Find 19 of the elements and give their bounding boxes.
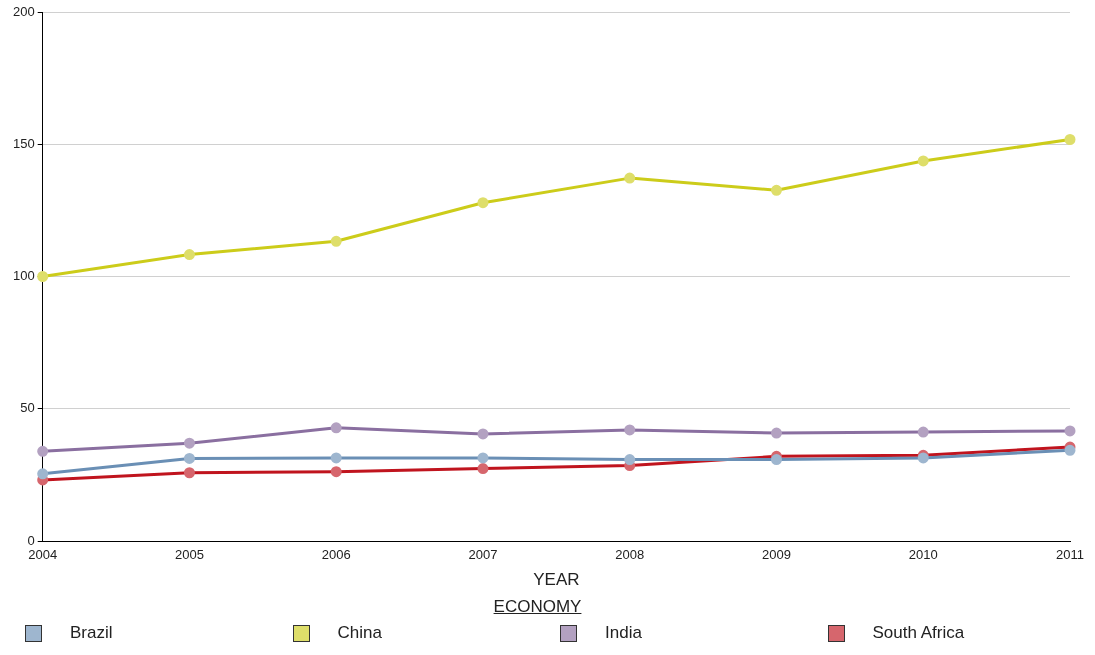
- y-tick-label: 150: [12, 135, 35, 151]
- x-tick-label: 2009: [762, 547, 791, 563]
- y-tick-label: 0: [27, 532, 35, 548]
- legend-label: India: [605, 623, 642, 643]
- legend-label: Brazil: [70, 623, 113, 643]
- x-tick-label: 2004: [28, 547, 58, 563]
- x-tick-label: 2011: [1056, 547, 1084, 563]
- legend-title: ECONOMY: [492, 596, 583, 617]
- x-tick-label: 2006: [321, 547, 351, 563]
- x-tick-label: 2010: [908, 547, 938, 563]
- y-tick-label: 100: [12, 268, 35, 284]
- legend-label: South Africa: [872, 623, 965, 643]
- legend-label: China: [337, 623, 382, 643]
- y-tick-label: 50: [20, 400, 35, 416]
- x-tick-label: 2007: [468, 547, 498, 563]
- x-tick-label: 2008: [615, 547, 645, 563]
- x-axis-title: YEAR: [533, 570, 580, 590]
- y-tick-label: 200: [12, 3, 35, 19]
- x-tick-label: 2005: [174, 547, 204, 563]
